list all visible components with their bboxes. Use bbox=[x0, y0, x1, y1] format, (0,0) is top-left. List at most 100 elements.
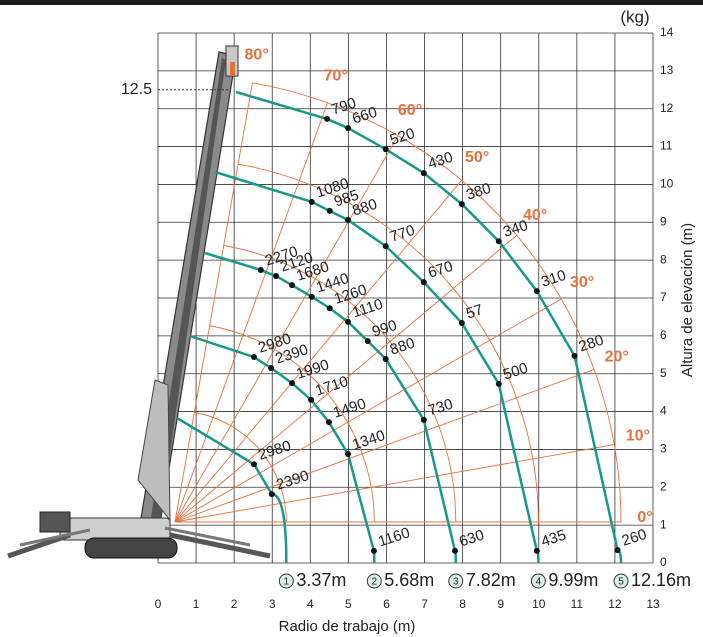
x-tick-label: 6 bbox=[383, 597, 390, 611]
x-tick-label: 8 bbox=[459, 597, 466, 611]
boom-length: 9.99m bbox=[548, 570, 598, 590]
load-point bbox=[345, 450, 352, 457]
angle-arc bbox=[209, 325, 375, 523]
height-mark-label: 12.5 bbox=[121, 81, 152, 98]
boom-head-curve bbox=[176, 416, 255, 466]
load-point bbox=[308, 293, 315, 300]
load-label: 430 bbox=[426, 149, 455, 173]
load-point bbox=[495, 238, 502, 245]
load-label: 1160 bbox=[376, 524, 412, 550]
load-label: 990 bbox=[370, 317, 399, 341]
load-point bbox=[571, 352, 578, 359]
angle-line bbox=[174, 298, 562, 523]
load-point bbox=[257, 266, 264, 273]
unit-label: (kg) bbox=[620, 7, 649, 26]
load-label: 1710 bbox=[313, 373, 350, 399]
y-tick-label: 0 bbox=[660, 555, 667, 569]
angle-label: 50° bbox=[465, 149, 489, 166]
load-point bbox=[345, 318, 352, 325]
load-label: 670 bbox=[426, 258, 455, 282]
top-bar bbox=[0, 0, 703, 5]
load-point bbox=[370, 547, 377, 554]
load-label: 630 bbox=[457, 527, 486, 551]
boom-head-curve bbox=[235, 90, 328, 121]
angle-label: 60° bbox=[398, 102, 422, 119]
load-point bbox=[345, 125, 352, 132]
boom-number: 5 bbox=[618, 577, 624, 588]
grid bbox=[157, 32, 654, 564]
boom-number-circle bbox=[278, 573, 294, 589]
load-point bbox=[250, 461, 257, 468]
angle-line bbox=[174, 82, 253, 523]
load-point bbox=[326, 207, 333, 214]
load-point bbox=[452, 547, 458, 554]
load-label: 57 bbox=[464, 301, 485, 322]
load-point bbox=[250, 354, 257, 361]
load-label: 310 bbox=[539, 267, 568, 291]
boom-number: 4 bbox=[536, 577, 542, 588]
load-point bbox=[420, 170, 427, 177]
angle-line bbox=[174, 135, 399, 523]
x-tick-label: 5 bbox=[345, 597, 352, 611]
x-tick-label: 0 bbox=[155, 597, 162, 611]
load-point bbox=[458, 319, 465, 326]
load-label: 340 bbox=[501, 217, 530, 241]
y-tick-label: 7 bbox=[660, 290, 667, 304]
y-tick-label: 6 bbox=[660, 328, 667, 342]
y-tick-label: 3 bbox=[660, 442, 667, 456]
load-point bbox=[273, 273, 280, 280]
angle-line bbox=[174, 180, 463, 523]
angle-line bbox=[174, 102, 328, 523]
y-tick-label: 1 bbox=[660, 517, 667, 531]
load-label: 520 bbox=[388, 125, 417, 149]
load-point bbox=[614, 547, 621, 554]
boom-curve bbox=[252, 463, 273, 495]
load-point bbox=[382, 243, 389, 250]
load-label: 435 bbox=[539, 527, 568, 551]
angle-label: 80° bbox=[245, 46, 269, 63]
boom-length: 3.37m bbox=[296, 570, 346, 590]
angle-arc bbox=[252, 82, 622, 523]
load-point bbox=[364, 338, 371, 345]
boom-number-circle bbox=[613, 573, 629, 589]
boom-curve bbox=[260, 268, 457, 552]
angle-label: 30° bbox=[570, 274, 594, 291]
boom-number: 2 bbox=[371, 577, 377, 588]
angle-label: 70° bbox=[324, 68, 348, 85]
x-tick-label: 3 bbox=[269, 597, 276, 611]
y-tick-label: 10 bbox=[660, 177, 674, 191]
angle-arc bbox=[238, 163, 539, 523]
angle-label: 0° bbox=[637, 509, 652, 526]
y-tick-label: 11 bbox=[660, 139, 673, 153]
load-point bbox=[345, 217, 352, 224]
angle-arc bbox=[194, 411, 287, 523]
x-tick-label: 11 bbox=[571, 597, 584, 611]
load-point bbox=[289, 380, 296, 387]
y-tick-label: 4 bbox=[660, 404, 667, 418]
boom-curve bbox=[311, 200, 539, 552]
angle-lines bbox=[174, 82, 622, 523]
y-axis-title: Altura de elevación (m) bbox=[679, 223, 696, 377]
load-label: 660 bbox=[350, 104, 379, 128]
angle-label: 20° bbox=[605, 348, 629, 365]
y-tick-label: 5 bbox=[660, 366, 667, 380]
angle-line bbox=[174, 369, 595, 523]
load-point bbox=[268, 365, 275, 372]
angle-label: 10° bbox=[626, 428, 650, 445]
y-tick-label: 2 bbox=[660, 479, 667, 493]
load-label: 770 bbox=[388, 222, 417, 246]
boom-number: 1 bbox=[284, 577, 290, 588]
load-label: 380 bbox=[464, 180, 493, 204]
boom-length: 7.82m bbox=[466, 570, 516, 590]
load-label: 880 bbox=[388, 335, 417, 359]
load-label: 880 bbox=[350, 196, 379, 220]
y-tick-label: 8 bbox=[660, 252, 667, 266]
boom-number-circle bbox=[530, 573, 546, 589]
load-label: 985 bbox=[332, 187, 361, 211]
x-tick-label: 9 bbox=[497, 597, 504, 611]
load-point bbox=[289, 282, 296, 289]
x-tick-label: 4 bbox=[307, 597, 314, 611]
load-point bbox=[325, 419, 332, 426]
